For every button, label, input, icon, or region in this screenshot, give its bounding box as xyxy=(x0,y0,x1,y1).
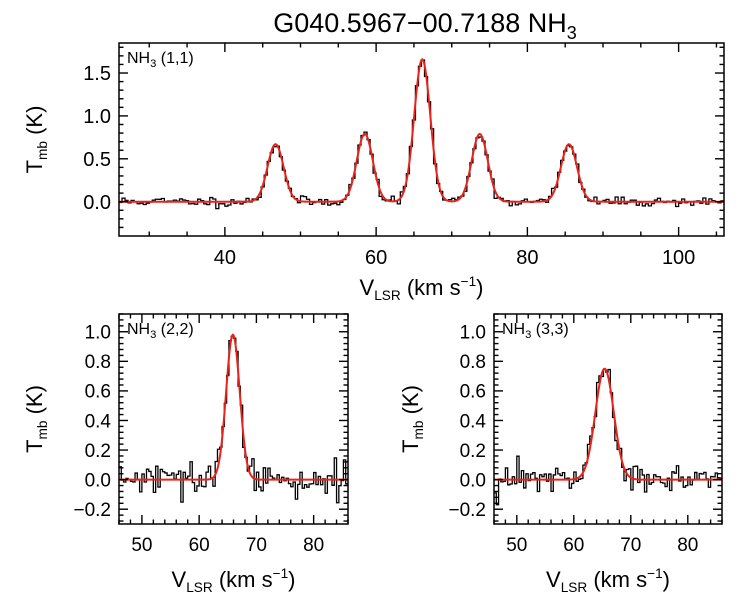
y-tick-label: 0.6 xyxy=(460,382,486,403)
x-tick-label: 80 xyxy=(303,535,324,556)
y-tick-label: 1.0 xyxy=(83,106,111,128)
x-tick-label: 40 xyxy=(214,247,236,269)
plot-frame xyxy=(118,42,725,237)
y-tick-label: 0.2 xyxy=(460,441,486,462)
y-tick-label: 0.2 xyxy=(85,441,111,462)
y-tick-label: 0.4 xyxy=(85,411,112,432)
x-tick-label: 50 xyxy=(131,535,152,556)
y-tick-label: 1.5 xyxy=(83,63,111,85)
y-axis-label: Tmb (K) xyxy=(398,385,426,453)
x-tick-label: 60 xyxy=(365,247,387,269)
observed-spectrum xyxy=(119,59,724,210)
y-axis-label: Tmb (K) xyxy=(22,385,50,453)
y-tick-label: −0.2 xyxy=(73,500,111,521)
transition-label: NH3 (1,1) xyxy=(127,50,194,70)
y-tick-label: −0.2 xyxy=(448,500,486,521)
panel-nh3-22: 50 60 70 80 −0.2 0.0 0.2 0.4 0.6 0.8 1.0 NH3 (2,2) V… xyxy=(22,313,349,595)
y-tick-label: 0.0 xyxy=(460,470,486,491)
figure-title-main: G040.5967−00.7188 NH xyxy=(273,8,566,38)
y-tick-label: 1.0 xyxy=(85,323,111,344)
figure-title: G040.5967−00.7188 NH3 xyxy=(273,8,577,43)
x-axis-label: VLSR (km s−1) xyxy=(546,566,670,595)
x-tick-label: 60 xyxy=(563,535,584,556)
transition-label: NH3 (3,3) xyxy=(502,321,569,341)
y-tick-label: 0.0 xyxy=(83,192,111,214)
gaussian-fit xyxy=(494,367,722,481)
x-tick-label: 60 xyxy=(189,535,210,556)
x-tick-label: 100 xyxy=(662,247,695,269)
y-tick-label: 0.6 xyxy=(85,382,111,403)
y-tick-label: 0.4 xyxy=(460,411,487,432)
figure-title-sub: 3 xyxy=(567,23,577,43)
panel-nh3-33: 50 60 70 80 −0.2 0.0 0.2 0.4 0.6 0.8 1.0 NH3 (3,3) V… xyxy=(398,313,723,595)
x-axis-label: VLSR (km s−1) xyxy=(172,566,296,595)
observed-spectrum xyxy=(119,335,348,504)
gaussian-fit xyxy=(119,333,348,481)
x-tick-label: 80 xyxy=(516,247,538,269)
y-tick-label: 1.0 xyxy=(460,323,486,344)
y-tick-label: 0.8 xyxy=(460,352,486,373)
observed-spectrum xyxy=(494,368,722,506)
x-tick-label: 50 xyxy=(506,535,527,556)
gaussian-fit xyxy=(119,57,724,203)
transition-label: NH3 (2,2) xyxy=(127,321,194,341)
y-tick-label: 0.8 xyxy=(85,352,111,373)
x-tick-label: 80 xyxy=(677,535,698,556)
panel-nh3-11: 40 60 80 100 0.0 0.5 1.0 1.5 NH3 (1,1) VLSR (km s… xyxy=(22,42,725,303)
x-tick-label: 70 xyxy=(620,535,641,556)
y-axis-label: Tmb (K) xyxy=(22,106,50,174)
y-tick-label: 0.5 xyxy=(83,149,111,171)
x-axis-label: VLSR (km s−1) xyxy=(360,274,484,303)
y-tick-label: 0.0 xyxy=(85,470,111,491)
x-tick-label: 70 xyxy=(246,535,267,556)
plot-frame xyxy=(493,313,723,525)
